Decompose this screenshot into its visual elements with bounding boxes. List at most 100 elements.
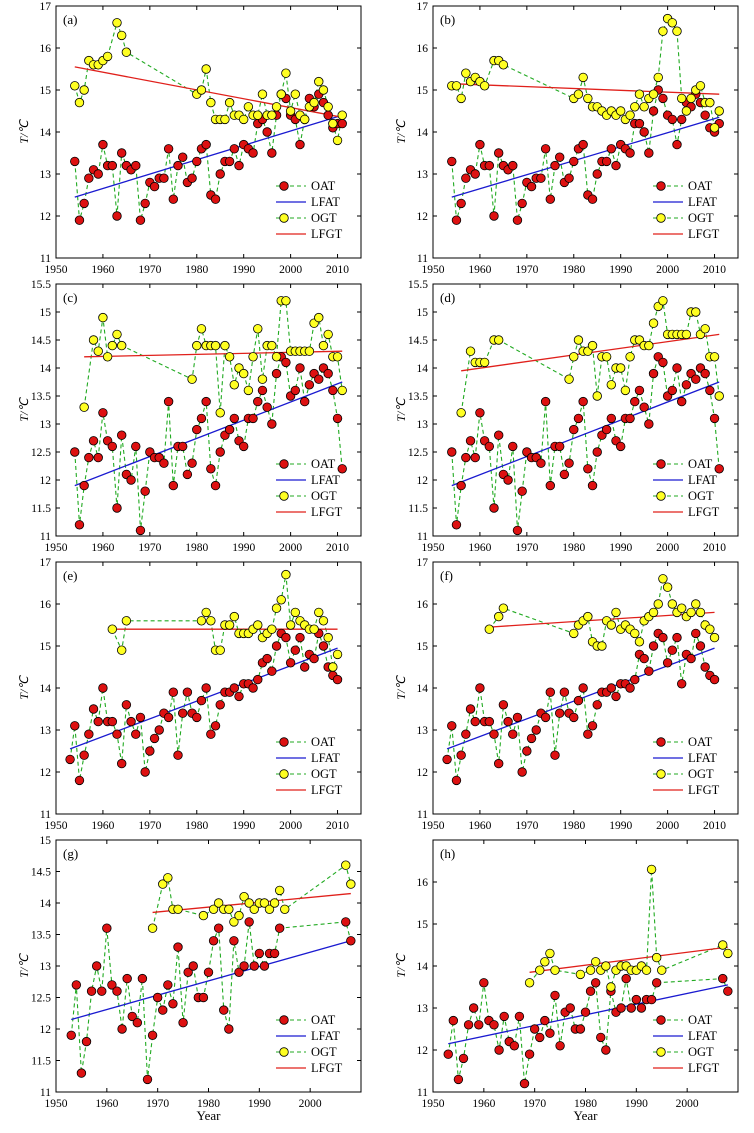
panel-e-oat-point xyxy=(177,708,188,718)
panel-c-oat-point xyxy=(140,486,150,496)
panel-f-oat-point xyxy=(606,683,617,693)
panel-h-oat-point xyxy=(529,1024,540,1034)
panel-h-ogt-point xyxy=(641,965,652,975)
panel-a-ogt-point xyxy=(121,47,132,57)
panel-f-legend-ogt-marker xyxy=(656,769,666,779)
panel-c-x-tick-label: 1980 xyxy=(185,542,208,554)
panel-c-ogt-point xyxy=(238,368,249,379)
panel-c-legend-lfat-label: LFAT xyxy=(311,473,340,487)
panel-f-oat-point xyxy=(644,666,654,676)
panel-f-legend-oat-marker xyxy=(656,737,666,747)
panel-f-oat-point xyxy=(550,750,560,760)
panel-d-ogt-point xyxy=(644,340,654,351)
panel-f-ogt-point xyxy=(709,632,720,643)
panel-c-ogt-point xyxy=(257,374,268,384)
panel-e-oat-point xyxy=(121,700,132,710)
panel-c-ogt-point xyxy=(229,380,240,390)
panel-h-oat-point xyxy=(596,1032,606,1043)
panel-h-x-tick-label: 1950 xyxy=(422,1098,445,1110)
panel-f-oat-point xyxy=(526,733,537,744)
panel-f-ogt-point xyxy=(658,574,668,584)
panel-g-ogt-point xyxy=(234,910,244,921)
panel-d-x-tick-label: 2000 xyxy=(656,542,679,554)
panel-d-ogt-point xyxy=(700,324,710,334)
panel-g-oat-point xyxy=(259,961,270,971)
panel-c-lfat-fit-line xyxy=(74,381,343,487)
panel-g-ogt-point xyxy=(264,904,275,915)
panel-h-oat-point xyxy=(519,1078,530,1089)
panel-f-oat-point xyxy=(569,712,579,723)
panel-f-oat-point xyxy=(583,729,593,739)
panel-g-oat-point xyxy=(234,967,244,978)
panel-b-oat-point xyxy=(470,169,480,179)
panel-a-oat-point xyxy=(163,144,174,154)
panel-h-oat-point xyxy=(590,978,601,988)
panel-f-oat-point xyxy=(611,691,621,702)
panel-g-oat-point xyxy=(173,942,183,952)
panel-f-legend-ogt-label: OGT xyxy=(688,767,714,781)
panel-b-ogt-point xyxy=(625,110,635,120)
panel-f-oat-point xyxy=(667,645,678,655)
panel-d-x-tick-label: 1980 xyxy=(562,542,585,554)
panel-e-x-tick-label: 1970 xyxy=(138,820,161,832)
panel-d-ogt-point xyxy=(456,408,466,418)
panel-d-y-tick-label: 13.5 xyxy=(408,391,428,403)
panel-g-y-axis-label: T/℃ xyxy=(17,953,31,978)
panel-c-ogt-point xyxy=(93,346,103,356)
panel-h-ogt-point xyxy=(723,948,733,959)
panel-a-x-tick-label: 1950 xyxy=(45,264,68,276)
panel-e-legend-oat-label: OAT xyxy=(311,735,336,749)
panel-h-oat-point xyxy=(626,1003,636,1013)
panel-d-oat-point xyxy=(676,396,687,407)
panel-e-y-tick-label: 11 xyxy=(40,809,51,821)
panel-g-ogt-point xyxy=(346,879,356,889)
panel-e-oat-point xyxy=(234,691,244,702)
panel-f-y-tick-label: 13 xyxy=(417,725,429,737)
panel-g-x-tick-label: 1990 xyxy=(248,1098,271,1110)
panel-c-ogt-point xyxy=(215,408,225,418)
panel-b-ogt-point xyxy=(639,102,649,112)
panel-d-y-tick-label: 11.5 xyxy=(408,503,428,515)
panel-c-ogt-point xyxy=(79,402,89,412)
panel-d-oat-point xyxy=(536,458,546,468)
panel-d-oat-point xyxy=(667,385,678,396)
panel-c-y-tick-label: 13.5 xyxy=(31,391,51,403)
panel-e-x-tick-label: 1950 xyxy=(45,820,68,832)
panel-d-ogt-point xyxy=(564,374,574,384)
panel-b-oat-point xyxy=(672,139,682,150)
panel-e-x-tick-label: 1960 xyxy=(91,820,114,832)
panel-h-x-axis-label: Year xyxy=(574,1108,599,1123)
panel-d-y-tick-label: 15 xyxy=(417,307,429,319)
panel-f-ogt-point xyxy=(498,603,509,613)
panel-d-oat-point xyxy=(451,520,462,530)
panel-e-ogt-point xyxy=(285,620,296,630)
panel-e-oat-point xyxy=(290,645,301,655)
panel-a-ogt-point xyxy=(79,85,89,95)
panel-f-x-tick-label: 2010 xyxy=(703,820,726,832)
panel-b-ogt-point xyxy=(667,18,678,28)
panel-a-legend-ogt-marker xyxy=(279,213,289,223)
panel-b-x-tick-label: 1960 xyxy=(468,264,491,276)
panel-d-ogt-point xyxy=(606,380,617,390)
panel-d-ogt-dashed-line xyxy=(460,299,720,413)
panel-c-legend-ogt-label: OGT xyxy=(311,489,337,503)
panel-d-ogt-point xyxy=(691,307,701,317)
panel-e-y-tick-label: 14 xyxy=(40,683,52,695)
panel-e-oat-point xyxy=(107,716,118,727)
panel-b-oat-point xyxy=(475,139,485,150)
panel-b-ogt-point xyxy=(498,60,509,70)
panel-a-oat-point xyxy=(234,160,244,171)
panel-b-oat-point xyxy=(554,152,565,162)
panel-d-oat-point xyxy=(470,452,480,463)
panel-c-oat-point xyxy=(79,480,89,491)
panel-d-oat-point xyxy=(564,458,574,468)
panel-g-oat-point xyxy=(213,923,224,933)
panel-b-ogt-point xyxy=(479,81,490,91)
panel-c-x-tick-label: 2010 xyxy=(326,542,349,554)
panel-d-oat-point xyxy=(545,480,556,491)
panel-g-ogt-point xyxy=(158,879,168,889)
panel-c-axes-frame xyxy=(55,283,362,537)
panel-e-oat-point xyxy=(116,758,127,769)
panel-d-legend-lfgt-label: LFGT xyxy=(688,505,720,519)
panel-c-ogt-point xyxy=(332,352,343,362)
